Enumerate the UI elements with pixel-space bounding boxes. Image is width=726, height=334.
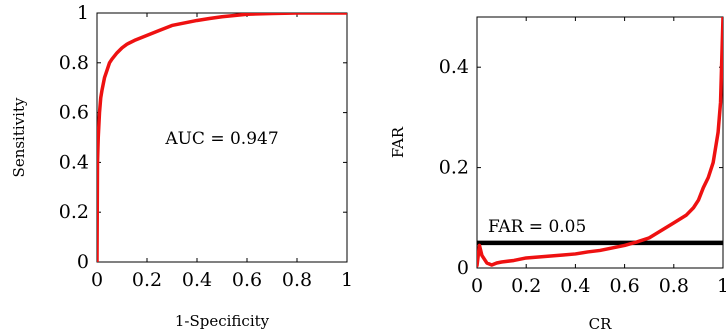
y-tick-label: 1 [77, 2, 89, 24]
x-tick-label: 0 [91, 269, 103, 291]
y-tick-label: 0.2 [59, 201, 89, 223]
x-tick-label: 0.6 [232, 269, 262, 291]
y-tick-label: 0 [77, 251, 89, 273]
roc-chart: 0 0.2 0.4 0.6 0.8 1 0 0.2 0.4 0.6 0.8 1 1-Specificit… [10, 2, 353, 330]
y-tick-label: 0.2 [439, 157, 469, 179]
y-tick-label: 0 [457, 257, 469, 279]
x-axis-label: CR [589, 315, 612, 333]
y-tick-label: 0.6 [59, 102, 89, 124]
x-tick-label: 1 [717, 275, 726, 297]
x-tick-label: 0.2 [132, 269, 162, 291]
x-tick-label: 0 [471, 275, 483, 297]
y-axis-label: Sensitivity [10, 97, 28, 177]
annotation-label: AUC = 0.947 [164, 129, 278, 149]
x-tick-label: 0.4 [560, 275, 590, 297]
plot-frame [476, 16, 724, 269]
y-tick-label: 0.4 [59, 151, 89, 173]
y-tick-label: 0.8 [59, 52, 89, 74]
y-axis-label: FAR [389, 126, 407, 158]
far-cr-chart: 0 0.2 0.4 0.6 0.8 1 0 0.2 0.4 CR FAR FAR = 0.05 [389, 16, 726, 333]
y-tick-label: 0.4 [439, 56, 469, 78]
annotation-label: FAR = 0.05 [488, 217, 586, 237]
x-axis-label: 1-Specificity [175, 312, 270, 330]
x-tick-label: 0.6 [609, 275, 639, 297]
x-tick-label: 0.2 [511, 275, 541, 297]
x-tick-label: 0.8 [659, 275, 689, 297]
series-line [477, 17, 723, 268]
x-tick-label: 0.8 [282, 269, 312, 291]
x-tick-label: 1 [341, 269, 353, 291]
series-line [97, 13, 347, 262]
x-tick-label: 0.4 [182, 269, 212, 291]
